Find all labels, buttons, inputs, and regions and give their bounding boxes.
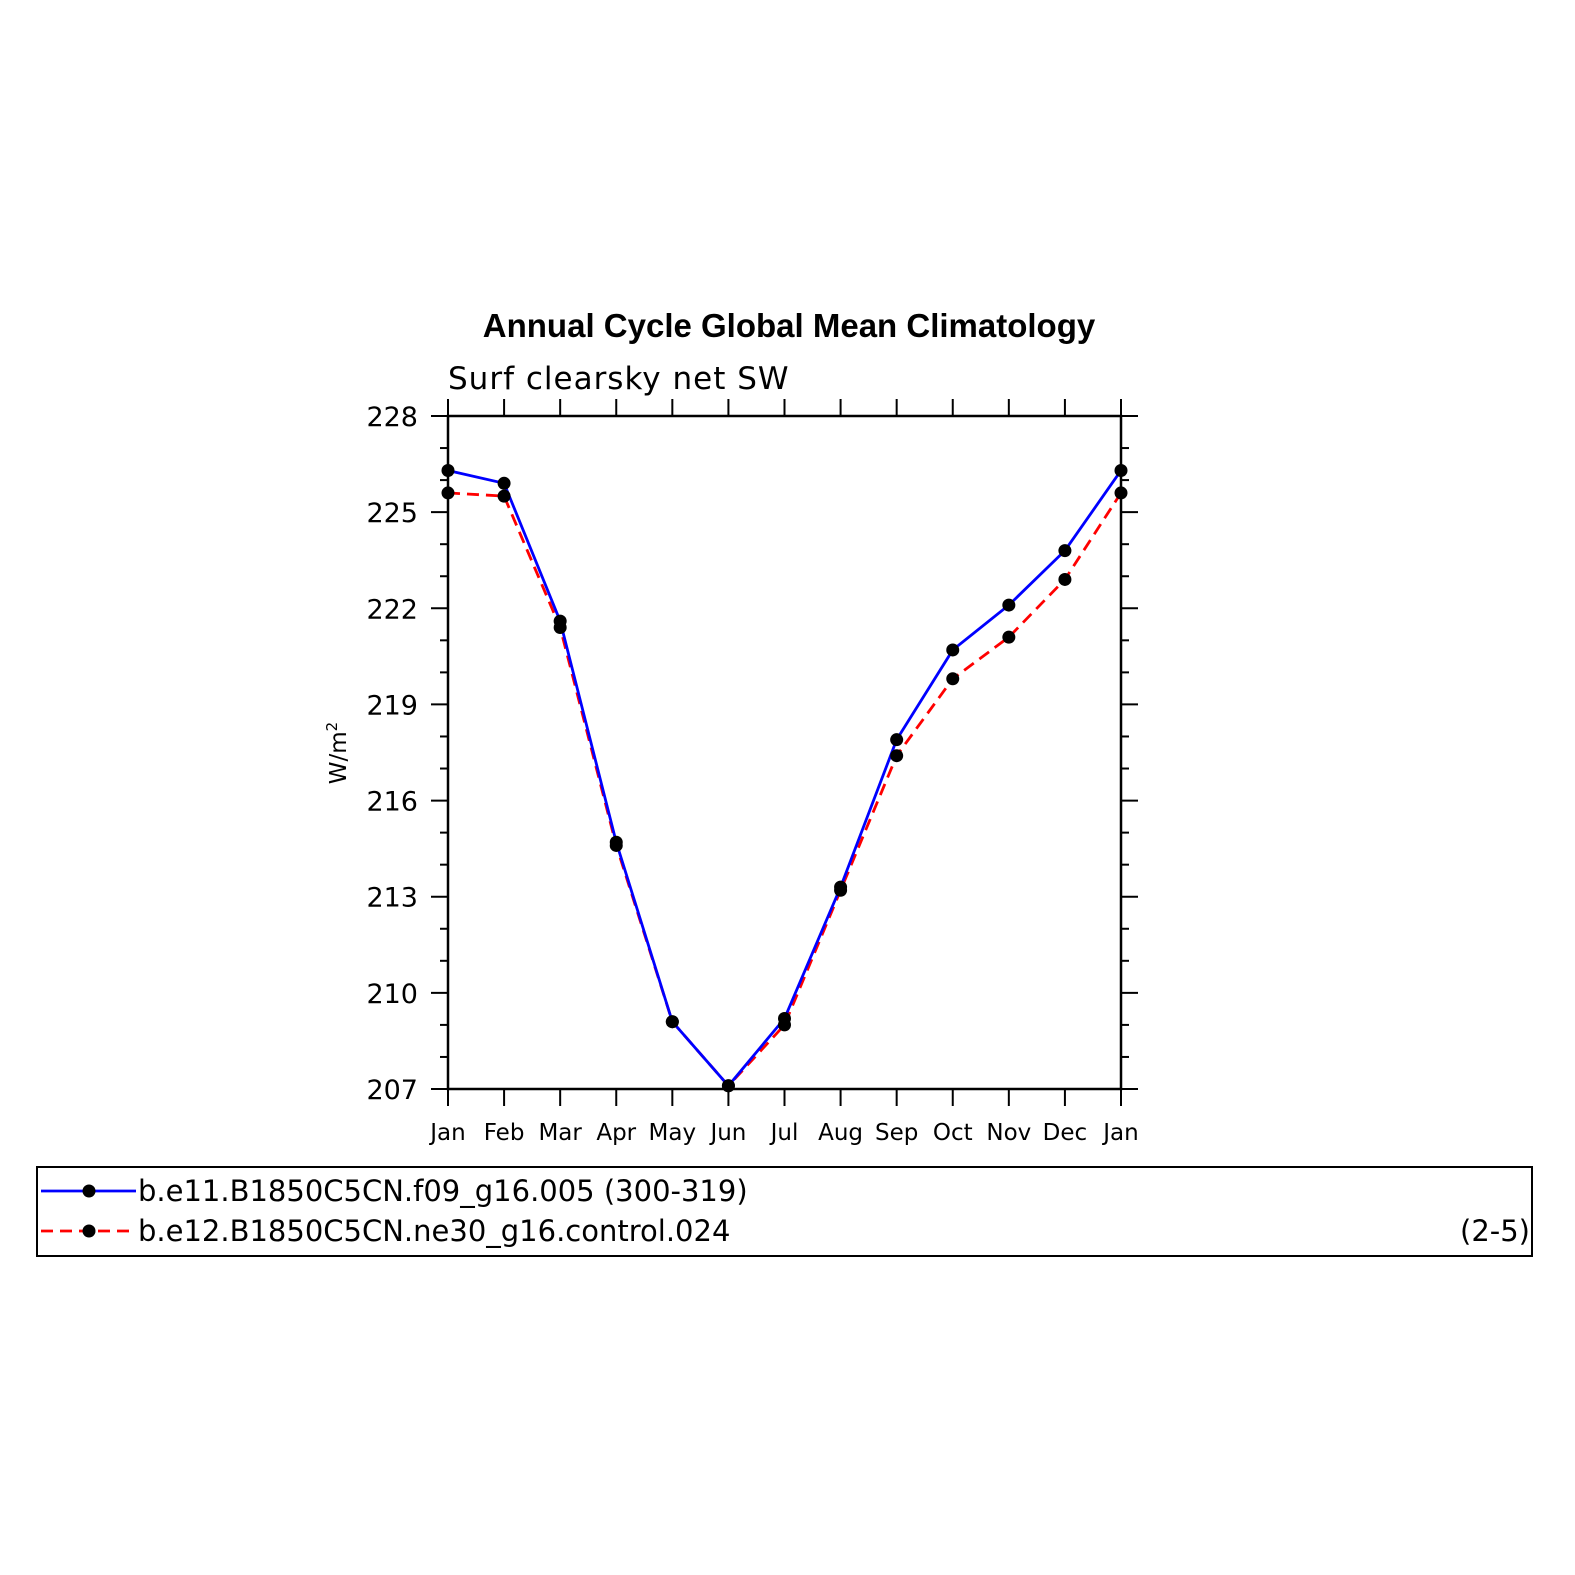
series-2-point: [946, 672, 960, 686]
x-tick-label: Nov: [986, 1120, 1031, 1146]
legend-note: (2-5): [1460, 1214, 1530, 1248]
x-tick-label: Dec: [1043, 1120, 1088, 1146]
legend-marker-1: [82, 1184, 96, 1198]
series-1-point: [1058, 544, 1072, 558]
series-1-point: [1002, 598, 1016, 612]
series-2-point: [834, 883, 848, 897]
x-tick-label: Jul: [769, 1120, 799, 1146]
series-2-point: [609, 838, 623, 852]
legend-label-2: b.e12.B1850C5CN.ne30_g16.control.024: [138, 1214, 730, 1248]
axis-ticks: [431, 399, 1138, 1106]
series-layer: [441, 463, 1128, 1093]
y-axis-label: W/m2: [323, 722, 352, 784]
y-tick-label: 207: [366, 1075, 418, 1106]
series-1-point: [890, 733, 904, 747]
legend: b.e11.B1850C5CN.f09_g16.005 (300-319) b.e…: [36, 1166, 1533, 1257]
x-tick-labels: Jan Feb Mar Apr May Jun Jul Aug Sep Oct Nov Dec Jan: [428, 1120, 1138, 1146]
series-2-point: [665, 1015, 679, 1029]
x-tick-label: Oct: [933, 1120, 973, 1146]
series-2-point: [778, 1018, 791, 1032]
series-line-1: [447, 469, 1123, 1088]
y-tick-label: 213: [366, 883, 418, 914]
legend-entries: b.e11.B1850C5CN.f09_g16.005 (300-319) b.e…: [41, 1174, 748, 1248]
y-tick-label: 222: [366, 594, 418, 625]
y-tick-label: 225: [366, 498, 418, 529]
chart-title: Annual Cycle Global Mean Climatology: [483, 307, 1096, 344]
x-tick-label: May: [649, 1120, 697, 1146]
series-1-point: [497, 476, 511, 490]
y-axis-label-exponent: 2: [323, 722, 341, 732]
series-2-point: [1002, 630, 1016, 644]
chart-subtitle: Surf clearsky net SW: [448, 361, 790, 397]
x-tick-label: Jan: [1101, 1120, 1138, 1146]
legend-box: [36, 1166, 1533, 1257]
series-2-point: [1058, 572, 1072, 586]
x-tick-label: Feb: [484, 1120, 525, 1146]
y-tick-label: 228: [366, 402, 418, 433]
series-1-point: [946, 643, 960, 657]
y-axis-label-unit: W/m: [326, 731, 352, 784]
y-tick-label: 219: [366, 690, 418, 721]
legend-label-1: b.e11.B1850C5CN.f09_g16.005 (300-319): [138, 1174, 748, 1208]
series-2-point: [553, 621, 567, 635]
x-tick-label: Aug: [818, 1120, 863, 1146]
y-tick-labels: 207 210 213 216 219 222 225 228: [366, 402, 418, 1106]
y-tick-label: 210: [366, 979, 418, 1010]
x-tick-label: Sep: [875, 1120, 918, 1146]
x-tick-label: Apr: [596, 1120, 636, 1146]
y-tick-label: 216: [366, 787, 418, 818]
series-2-point: [890, 749, 904, 763]
series-line-2: [447, 491, 1123, 1088]
plot-frame: [446, 414, 1123, 1091]
x-tick-label: Jun: [708, 1120, 746, 1146]
series-2-point: [721, 1079, 735, 1093]
x-tick-label: Jan: [428, 1120, 465, 1146]
legend-marker-2: [82, 1224, 96, 1238]
series-2-point: [497, 489, 511, 503]
x-tick-label: Mar: [538, 1120, 582, 1146]
